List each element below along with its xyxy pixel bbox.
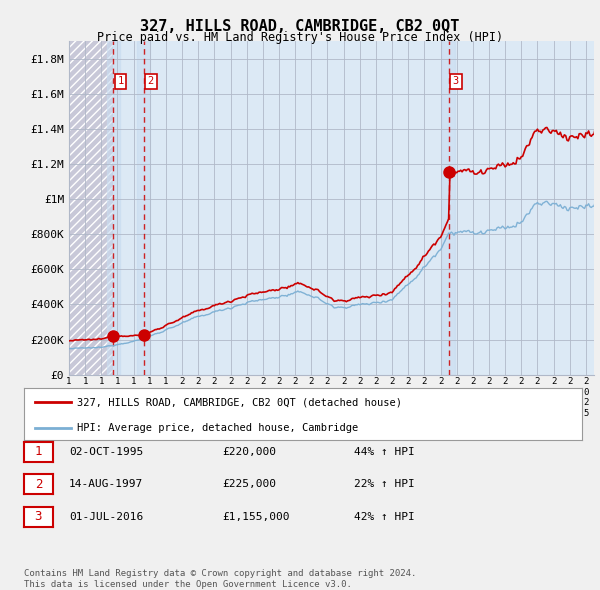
Text: 1: 1	[35, 445, 42, 458]
Text: 42% ↑ HPI: 42% ↑ HPI	[354, 512, 415, 522]
Bar	[442, 41, 455, 375]
Text: £1,155,000: £1,155,000	[222, 512, 290, 522]
Text: 3: 3	[452, 76, 459, 86]
Bar	[107, 41, 120, 375]
Text: 02-OCT-1995: 02-OCT-1995	[69, 447, 143, 457]
Text: 3: 3	[35, 510, 42, 523]
Bar	[137, 41, 150, 375]
Text: 44% ↑ HPI: 44% ↑ HPI	[354, 447, 415, 457]
Text: 22% ↑ HPI: 22% ↑ HPI	[354, 480, 415, 489]
Text: 01-JUL-2016: 01-JUL-2016	[69, 512, 143, 522]
Text: 2: 2	[148, 76, 154, 86]
Text: £220,000: £220,000	[222, 447, 276, 457]
Bar	[69, 41, 113, 375]
Text: Contains HM Land Registry data © Crown copyright and database right 2024.
This d: Contains HM Land Registry data © Crown c…	[24, 569, 416, 589]
Text: £225,000: £225,000	[222, 480, 276, 489]
Text: 2: 2	[35, 478, 42, 491]
Text: Price paid vs. HM Land Registry's House Price Index (HPI): Price paid vs. HM Land Registry's House …	[97, 31, 503, 44]
Text: HPI: Average price, detached house, Cambridge: HPI: Average price, detached house, Camb…	[77, 423, 358, 433]
Text: 327, HILLS ROAD, CAMBRIDGE, CB2 0QT: 327, HILLS ROAD, CAMBRIDGE, CB2 0QT	[140, 19, 460, 34]
Text: 1: 1	[118, 76, 124, 86]
Text: 14-AUG-1997: 14-AUG-1997	[69, 480, 143, 489]
Text: 327, HILLS ROAD, CAMBRIDGE, CB2 0QT (detached house): 327, HILLS ROAD, CAMBRIDGE, CB2 0QT (det…	[77, 397, 402, 407]
